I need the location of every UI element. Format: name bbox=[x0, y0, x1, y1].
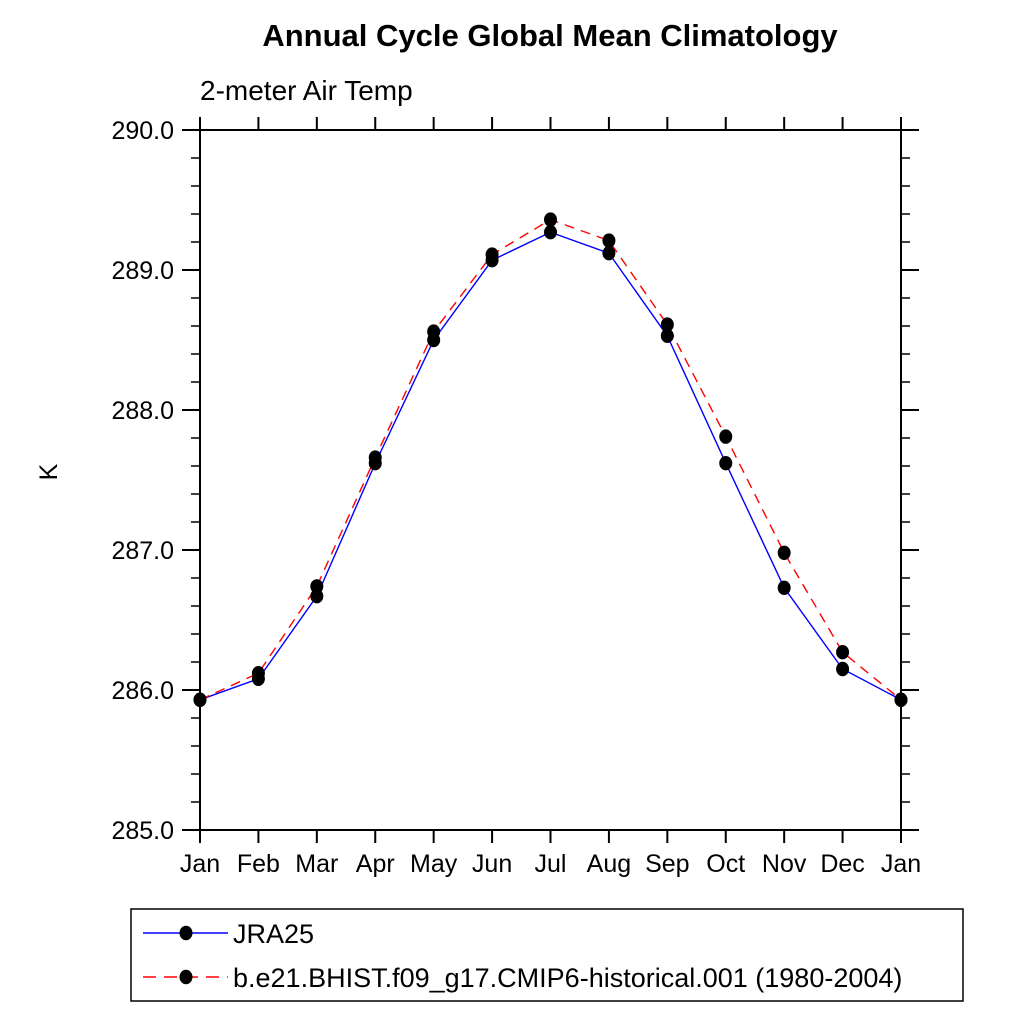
data-point-model bbox=[544, 212, 557, 227]
legend-label-jra25: JRA25 bbox=[233, 919, 314, 949]
legend-marker-dot bbox=[179, 969, 193, 985]
y-tick-label: 287.0 bbox=[111, 537, 174, 565]
data-point-model bbox=[894, 692, 908, 707]
x-tick-label: Mar bbox=[295, 850, 338, 878]
data-point-model bbox=[485, 247, 499, 262]
y-tick-label: 290.0 bbox=[111, 117, 174, 145]
data-point-model bbox=[660, 317, 674, 332]
data-point-jra25 bbox=[544, 225, 557, 240]
data-point-jra25 bbox=[836, 661, 850, 677]
x-tick-label: Jan bbox=[180, 850, 220, 878]
chart-subtitle: 2-meter Air Temp bbox=[200, 75, 413, 106]
data-point-jra25 bbox=[660, 328, 674, 343]
data-point-jra25 bbox=[719, 456, 733, 471]
series-line-model bbox=[199, 218, 902, 701]
data-point-model bbox=[368, 450, 382, 465]
x-tick-label: Jan bbox=[881, 850, 921, 878]
data-point-model bbox=[836, 645, 850, 660]
legend-line-samples bbox=[143, 925, 228, 985]
data-point-model bbox=[602, 233, 616, 248]
y-axis-label: K bbox=[35, 463, 63, 480]
legend-label-model: b.e21.BHIST.f09_g17.CMIP6-historical.001… bbox=[233, 963, 902, 993]
x-tick-label: May bbox=[410, 850, 458, 878]
x-tick-label: Oct bbox=[706, 850, 745, 878]
data-point-model bbox=[251, 666, 265, 681]
series-line-jra25 bbox=[199, 231, 902, 701]
data-point-model bbox=[310, 579, 324, 594]
plot-area: Jan Feb Mar Apr May Jun Jul Aug Sep Oct Nov Dec Jan2… bbox=[111, 117, 921, 878]
data-point-model bbox=[777, 545, 791, 560]
x-tick-label: Nov bbox=[762, 850, 807, 878]
data-point-model bbox=[193, 692, 207, 707]
y-tick-label: 289.0 bbox=[111, 257, 174, 285]
legend-marker-dot bbox=[179, 925, 193, 941]
data-point-jra25 bbox=[602, 246, 616, 261]
x-tick-label: Feb bbox=[237, 850, 280, 878]
data-point-model bbox=[719, 429, 733, 444]
data-point-jra25 bbox=[777, 580, 791, 595]
legend-box bbox=[130, 908, 964, 1002]
x-tick-label: Sep bbox=[645, 850, 689, 878]
chart-title: Annual Cycle Global Mean Climatology bbox=[262, 18, 838, 53]
x-tick-label: Jul bbox=[535, 850, 567, 878]
y-tick-label: 286.0 bbox=[111, 677, 174, 705]
y-tick-label: 285.0 bbox=[111, 817, 174, 845]
x-tick-label: Jun bbox=[472, 850, 512, 878]
x-tick-label: Apr bbox=[356, 850, 395, 878]
x-tick-label: Aug bbox=[587, 850, 631, 878]
x-tick-label: Dec bbox=[820, 850, 864, 878]
legend: JRA25 b.e21.BHIST.f09_g17.CMIP6-historic… bbox=[130, 908, 964, 1002]
y-tick-label: 288.0 bbox=[111, 397, 174, 425]
data-point-model bbox=[427, 324, 441, 339]
